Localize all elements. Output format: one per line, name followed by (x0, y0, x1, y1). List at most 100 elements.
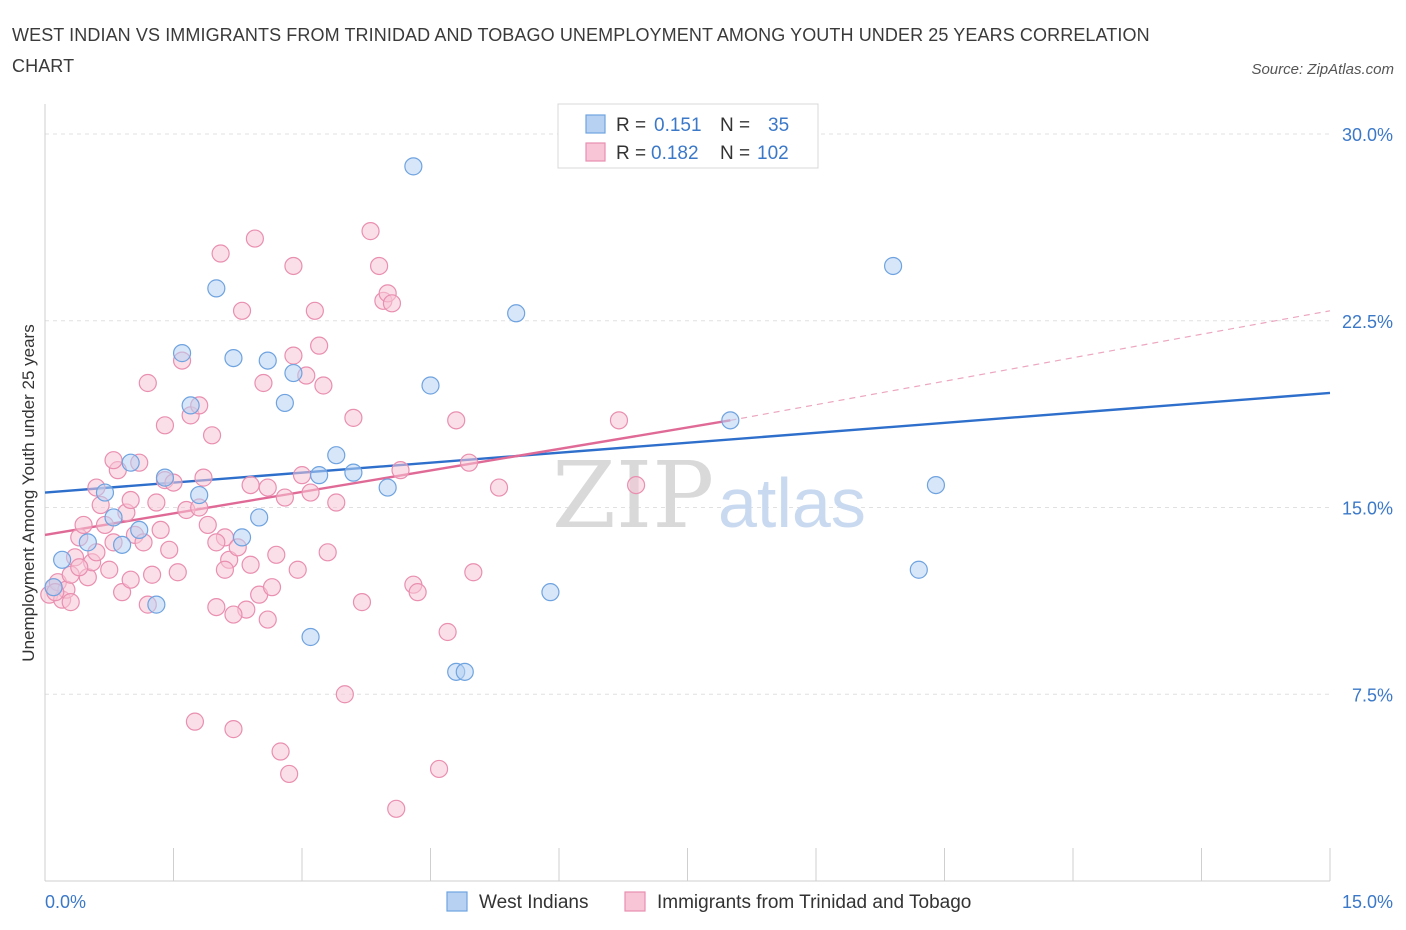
trinidad-point (626, 475, 646, 495)
bottom-legend: West Indians Immigrants from Trinidad an… (446, 891, 971, 913)
west-indians-point (172, 344, 192, 363)
trinidad-point (232, 301, 252, 320)
trinidad-point (284, 256, 303, 276)
y-axis-label: Unemployment Among Youth under 25 years (19, 324, 38, 661)
trinidad-point (168, 563, 187, 582)
trinidad-point (438, 622, 457, 642)
trinidad-point (254, 373, 273, 393)
west-indians-point (44, 578, 63, 597)
legend-r-value: 0.182 (651, 143, 699, 164)
west-indians-point (190, 485, 209, 505)
legend-r-value: 0.151 (654, 115, 702, 136)
bottom-legend-swatch-trinidad (624, 891, 646, 912)
trinidad-point (74, 515, 93, 535)
west-indians-point (207, 279, 226, 298)
legend-n-value: 102 (757, 143, 789, 164)
bottom-legend-label: Immigrants from Trinidad and Tobago (657, 892, 971, 913)
west-indians-point (250, 508, 269, 527)
west-indians-point (404, 157, 423, 176)
trinidad-point (224, 605, 243, 624)
west-indians-point (53, 550, 72, 569)
trinidad-point (142, 565, 162, 584)
west-indians-point (121, 453, 140, 472)
trinidad-trend-line (44, 419, 731, 537)
trinidad-point (258, 610, 277, 629)
x-tick-labels: 0.0% 15.0% (45, 892, 1393, 912)
trinidad-trend-extension (730, 310, 1331, 421)
trinidad-point (429, 759, 449, 779)
west-indians-point (224, 349, 243, 368)
west-indians-point (95, 483, 115, 502)
trinidad-point (464, 563, 483, 582)
trinidad-point (245, 229, 264, 248)
west-indians-point (455, 662, 474, 681)
trinidad-point (121, 570, 140, 589)
west-indians-point (507, 304, 526, 323)
top-legend: R = 0.151 N = 35 R = 0.182 N = 102 (557, 103, 819, 169)
legend-r-label: R = (616, 143, 646, 164)
west-indians-point (301, 627, 320, 647)
trinidad-point (112, 583, 132, 602)
west-indians-point (421, 376, 440, 395)
trinidad-point (70, 558, 89, 577)
trinidad-point (198, 515, 217, 535)
trinidad-point (151, 520, 170, 540)
chart-title: WEST INDIAN VS IMMIGRANTS FROM TRINIDAD … (12, 25, 1150, 76)
x-tick-label: 0.0% (45, 892, 86, 912)
west-indians-point (926, 475, 946, 495)
trinidad-point (361, 222, 380, 241)
trinidad-point (241, 475, 260, 495)
legend-n-value: 35 (768, 115, 789, 136)
west-indians-point (78, 533, 97, 552)
trinidad-point (211, 244, 230, 263)
bottom-legend-label: West Indians (479, 892, 588, 913)
trinidad-point (489, 478, 509, 497)
trinidad-point (391, 461, 410, 480)
y-tick-label: 7.5% (1352, 685, 1393, 705)
legend-swatch-trinidad (585, 142, 606, 162)
trinidad-point (314, 376, 333, 395)
trinidad-point (318, 543, 337, 562)
y-tick-label: 30.0% (1342, 125, 1393, 145)
trinidad-point (382, 294, 402, 313)
legend-r-label: R = (616, 115, 646, 136)
trinidad-point (138, 373, 157, 393)
west-indians-point (275, 393, 294, 413)
trinidad-point (147, 493, 166, 512)
trinidad-point (271, 742, 290, 761)
trinidad-point (292, 466, 312, 485)
trinidad-point (160, 540, 179, 559)
y-tick-labels: 7.5% 15.0% 22.5% 30.0% (1342, 125, 1393, 705)
watermark-atlas: atlas (718, 464, 866, 542)
source-note: Source: ZipAtlas.com (1251, 61, 1394, 78)
trinidad-point (194, 468, 213, 487)
trinidad-point (241, 555, 260, 574)
trend-lines (44, 310, 1331, 537)
legend-swatch-west-indians (585, 114, 606, 134)
trinidad-point (335, 685, 354, 704)
y-tick-label: 22.5% (1342, 312, 1393, 332)
west-indians-point (327, 446, 346, 465)
trinidad-point (370, 256, 389, 276)
trinidad-point (207, 597, 226, 617)
west-indians-point (883, 256, 903, 276)
trinidad-point (262, 578, 282, 597)
west-indians-point (130, 520, 149, 540)
trinidad-point (224, 720, 243, 739)
trinidad-point (202, 426, 222, 445)
west-indians-point (112, 535, 132, 554)
trinidad-point (408, 583, 427, 602)
trinidad-point (301, 483, 320, 502)
trinidad-point (284, 346, 303, 365)
trinidad-point (155, 416, 175, 435)
trinidad-point (275, 488, 294, 507)
west-indians-point (181, 396, 200, 415)
west-indians-point (284, 363, 303, 383)
trinidad-point (185, 712, 205, 731)
trinidad-point (387, 799, 406, 818)
trinidad-point (61, 593, 80, 612)
legend-n-label: N = (720, 115, 750, 136)
west-indians-point (258, 351, 277, 370)
trinidad-point (447, 411, 466, 430)
